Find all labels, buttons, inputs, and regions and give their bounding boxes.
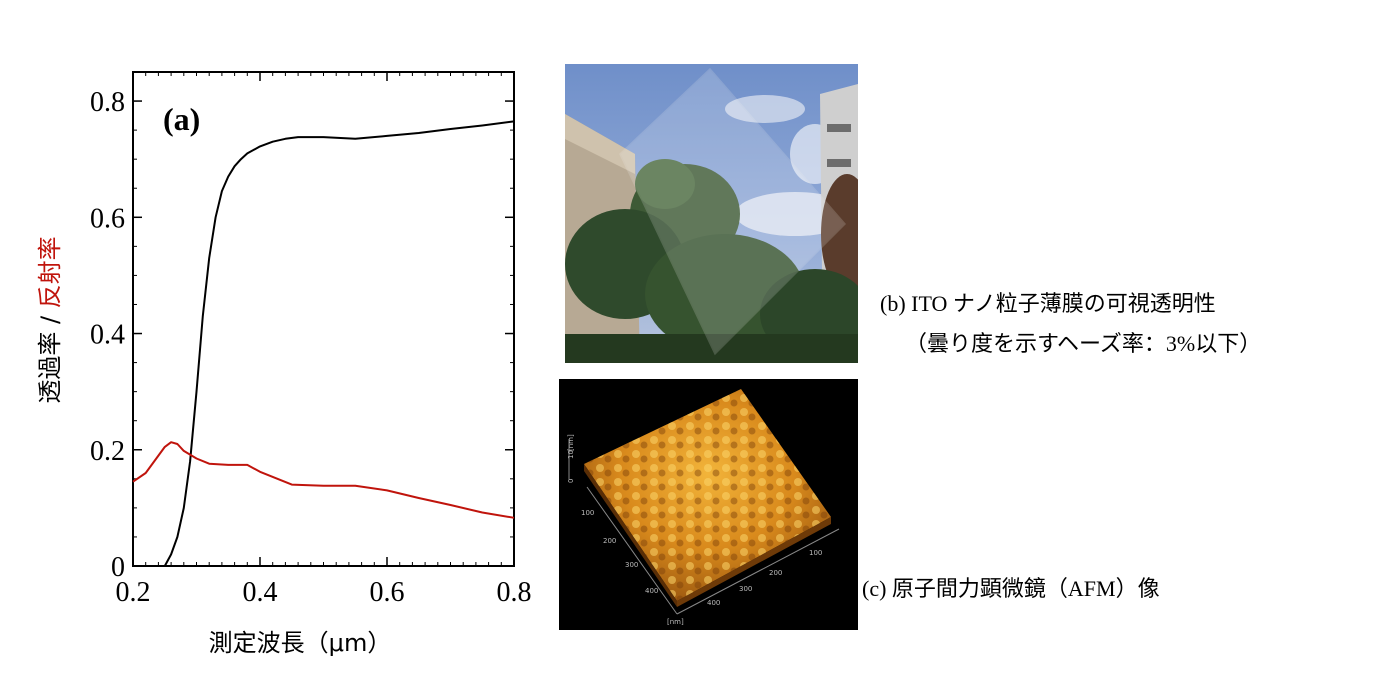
x-tick-labels: 0.2 0.4 0.6 0.8 [116, 577, 532, 608]
y-axis-label-transmittance: 透過率 [36, 332, 64, 404]
axis-ticks [132, 71, 515, 567]
afm-axis-z-zero: 0 [567, 479, 575, 483]
y-axis-label-reflectance: 反射率 [36, 236, 64, 308]
x-tick-label: 0.2 [116, 577, 151, 608]
y-tick-label: 0.8 [90, 87, 125, 118]
chart-panel-a: 0.2 0.4 0.6 0.8 00.20.40.60.8 (a) 測定波長（μm） … [36, 71, 532, 657]
y-axis-label: 透過率 / 反射率 [36, 236, 64, 403]
x-tick-label: 0.6 [370, 577, 405, 608]
panel-a-label: (a) [163, 101, 200, 137]
caption-c: (c) 原子間力顕微鏡（AFM）像 [862, 576, 1160, 601]
afm-axis-z-unit: [nm] [567, 434, 575, 451]
afm-tick-left-1: 100 [581, 509, 594, 517]
afm-tick-left-4: 400 [645, 587, 658, 595]
y-axis-label-sep: / [36, 308, 64, 331]
data-series [132, 120, 515, 567]
photo-transparent-film [565, 64, 858, 363]
afm-tick-right-1: 100 [809, 549, 822, 557]
afm-tick-right-2: 200 [769, 569, 782, 577]
afm-axis-xy-unit: [nm] [667, 618, 684, 626]
afm-axis-z-max: 10 [567, 450, 575, 459]
x-tick-label: 0.4 [243, 577, 278, 608]
y-tick-label: 0 [111, 552, 125, 583]
y-tick-label: 0.6 [90, 203, 125, 234]
afm-tick-right-4: 400 [707, 599, 720, 607]
x-tick-label: 0.8 [497, 577, 532, 608]
plot-frame [132, 71, 515, 567]
afm-tick-left-2: 200 [603, 537, 616, 545]
y-tick-label: 0.4 [90, 320, 125, 351]
y-tick-labels: 0 0.2 0.4 0.6 0.8 [90, 87, 125, 583]
caption-b-line1: (b) ITO ナノ粒子薄膜の可視透明性 [880, 291, 1216, 316]
afm-tick-left-3: 300 [625, 561, 638, 569]
afm-image: [nm] 10 0 100 200 300 400 100 200 300 40… [559, 379, 858, 630]
y-tick-label: 0.2 [90, 436, 125, 467]
series-line-reflectance [132, 441, 515, 519]
afm-tick-right-3: 300 [739, 585, 752, 593]
x-axis-label: 測定波長（μm） [209, 629, 392, 657]
caption-b-line2: （曇り度を示すヘーズ率：3%以下） [905, 331, 1262, 356]
series-line-transmittance [163, 120, 515, 567]
